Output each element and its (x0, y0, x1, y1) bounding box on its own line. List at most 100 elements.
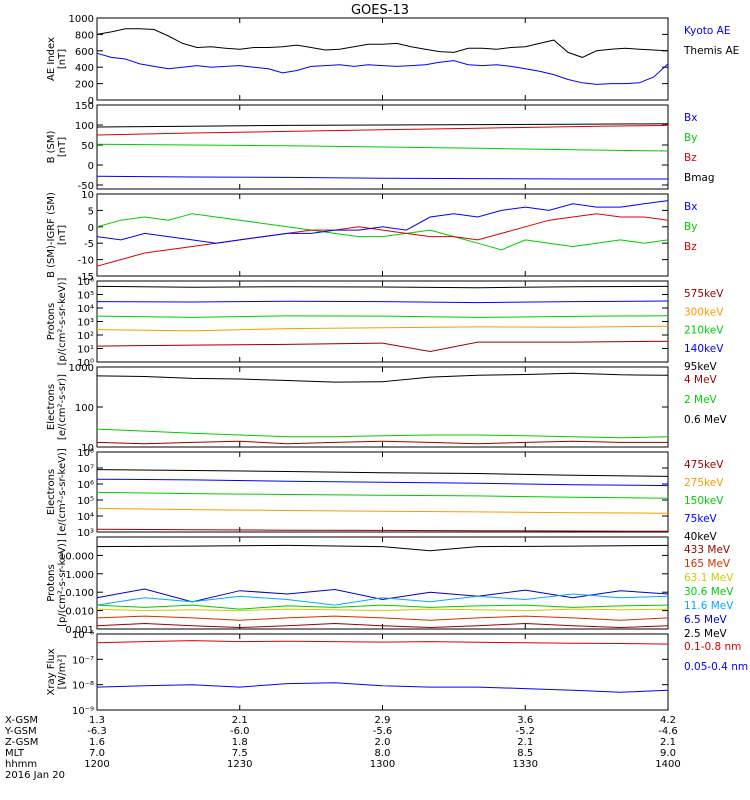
series-line (96, 622, 669, 629)
x-tick-label: 9.0 (660, 748, 676, 759)
legend-entry: 575keV (684, 288, 724, 300)
plot-title: GOES-13 (351, 3, 409, 18)
x-tick-label: 7.5 (232, 748, 248, 759)
panel-4: 10⁰ 10¹ 10² 10³ 10⁴ 10⁵ 10⁶ Protons[p/(cm²-s-sr… (46, 277, 724, 373)
panel-frame (96, 536, 669, 630)
x-tick-label: 2.9 (375, 715, 391, 726)
y-axis-label: Protons[p/(cm²-s-sr-keV)] (46, 278, 68, 366)
legend-entry: 0.6 MeV (684, 414, 728, 426)
panel-frame (96, 193, 669, 277)
y-tick-label: 10⁴ (77, 512, 94, 523)
legend-entry: 300keV (684, 306, 724, 318)
series-line (96, 588, 669, 603)
y-tick-label: -10 (78, 256, 94, 267)
y-tick-label: 10⁰ (77, 358, 94, 369)
series-line (96, 428, 669, 439)
series-line (96, 604, 669, 610)
x-tick-label: 1300 (370, 759, 395, 770)
series-line (96, 440, 668, 445)
series-line (96, 300, 669, 304)
legend-entry: 210keV (684, 325, 724, 337)
series-line (96, 213, 669, 267)
series-line (96, 593, 669, 606)
legend-entry: By (684, 221, 697, 233)
legend-entry: Bz (684, 241, 697, 253)
legend-entry: 63.1 MeV (684, 572, 734, 584)
series-line (96, 478, 669, 487)
y-tick-label: 0 (88, 96, 94, 107)
x-tick-label: 2.1 (232, 715, 248, 726)
y-tick-label: 10⁻⁹ (72, 706, 94, 717)
series-line (96, 175, 668, 180)
panel-1: 0 200 400 600 800 1000 AE Index[nT] Kyoto AE The… (46, 14, 739, 107)
legend-entry: 150keV (684, 495, 724, 507)
series-line (96, 315, 669, 318)
panel-frame (96, 366, 669, 448)
y-tick-label: 10⁵ (77, 291, 94, 302)
y-tick-label: 10.000 (59, 551, 94, 562)
y-axis-label: Electrons[e/(cm²-s-sr-keV)] (46, 448, 68, 536)
y-tick-label: 1.000 (65, 570, 94, 581)
legend-entry: Bmag (684, 172, 715, 184)
x-row-label: Z-GSM (5, 737, 38, 748)
legend-entry: 2.5 MeV (684, 628, 728, 640)
y-axis-label: Electrons[e/(cm²-s-sr)] (46, 374, 68, 440)
legend-entry: 30.6 MeV (684, 586, 734, 598)
x-tick-label: 1230 (227, 759, 252, 770)
legend-entry: Themis AE (683, 45, 739, 57)
series-line (96, 124, 669, 136)
y-tick-label: 100 (75, 403, 94, 414)
y-tick-label: 0.100 (65, 588, 94, 599)
series-line (96, 285, 669, 289)
legend-entry: 0.1-0.8 nm (684, 641, 741, 653)
y-tick-label: 10⁸ (77, 448, 94, 459)
x-tick-label: -6.0 (230, 726, 250, 737)
series-line (96, 528, 669, 532)
series-line (96, 507, 669, 514)
series-line (96, 52, 669, 85)
legend-entry: 95keV (684, 361, 718, 373)
legend-entry: 40keV (684, 531, 718, 543)
x-tick-label: 1.6 (89, 737, 105, 748)
y-tick-label: 10³ (77, 528, 94, 539)
series-line (96, 544, 669, 552)
x-row-label: 2016 Jan 20 (5, 770, 65, 781)
legend-entry: 140keV (684, 343, 724, 355)
series-line (96, 615, 669, 621)
series-line (96, 469, 669, 477)
legend-entry: 11.6 MeV (684, 600, 734, 612)
y-tick-label: 10³ (77, 318, 94, 329)
x-row-label: Y-GSM (4, 726, 37, 737)
y-tick-label: 10 (81, 443, 94, 454)
y-tick-label: 100 (75, 121, 94, 132)
series-line (96, 640, 669, 645)
panel-frame (96, 451, 669, 533)
y-tick-label: 10 (81, 190, 94, 201)
y-tick-label: 600 (75, 47, 94, 58)
legend-entry: Bx (684, 201, 697, 213)
series-line (96, 608, 669, 612)
legend-entry: Bz (684, 152, 697, 164)
x-tick-label: 1.8 (232, 737, 248, 748)
y-tick-label: 1000 (69, 363, 94, 374)
panel-8: 10⁻⁹ 10⁻⁸ 10⁻⁷ 10⁻⁶ Xray Flux[W/m²] 0.1-0.8 n… (46, 630, 748, 717)
legend-entry: 475keV (684, 459, 724, 471)
series-line (96, 123, 669, 128)
panel-frame (96, 280, 669, 363)
x-tick-label: 2.1 (517, 737, 533, 748)
y-tick-label: 10⁶ (77, 480, 94, 491)
x-tick-label: -5.6 (373, 726, 393, 737)
panel-7: 0.001 0.010 0.100 1.000 10.000Protons[p/(cm²… (46, 536, 734, 640)
x-tick-label: -5.2 (515, 726, 535, 737)
x-row-label: X-GSM (5, 715, 38, 726)
x-tick-label: 3.6 (517, 715, 533, 726)
series-line (96, 340, 669, 353)
y-tick-label: 10⁵ (77, 496, 94, 507)
y-tick-label: 0 (88, 223, 94, 234)
x-tick-label: 2.1 (660, 737, 676, 748)
series-line (96, 325, 669, 332)
y-tick-label: -5 (84, 239, 94, 250)
